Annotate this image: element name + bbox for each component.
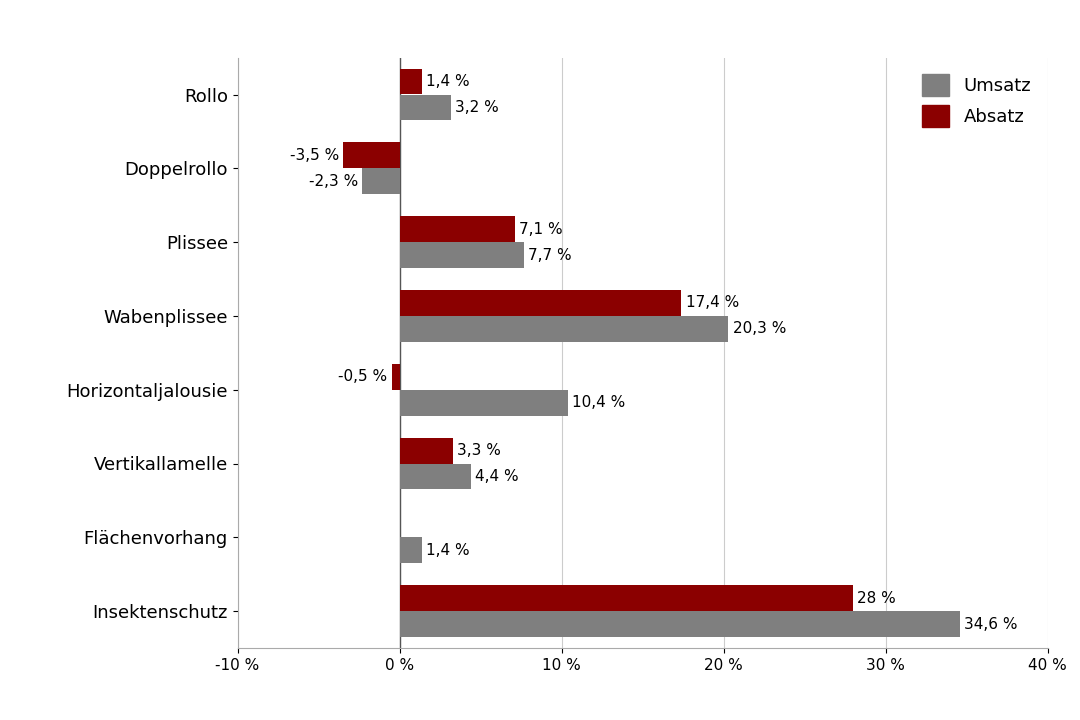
Bar	[400, 464, 471, 490]
Text: 7,7 %: 7,7 %	[528, 248, 572, 263]
Bar	[343, 143, 400, 168]
Text: 28 %: 28 %	[858, 590, 896, 606]
Text: -0,5 %: -0,5 %	[338, 369, 388, 384]
Bar	[400, 290, 681, 316]
Text: 3,2 %: 3,2 %	[456, 100, 499, 115]
Text: 1,4 %: 1,4 %	[427, 543, 470, 558]
Bar	[363, 168, 400, 194]
Text: 7,1 %: 7,1 %	[518, 222, 563, 237]
Bar	[400, 390, 568, 415]
Text: 4,4 %: 4,4 %	[475, 469, 518, 484]
Bar	[400, 316, 729, 342]
Text: 10,4 %: 10,4 %	[572, 395, 625, 410]
Bar	[400, 438, 454, 464]
Bar	[391, 364, 400, 390]
Bar	[400, 242, 525, 268]
Text: -3,5 %: -3,5 %	[289, 148, 339, 163]
Text: 17,4 %: 17,4 %	[686, 295, 739, 310]
Text: 34,6 %: 34,6 %	[964, 616, 1017, 631]
Bar	[400, 611, 960, 637]
Bar	[400, 216, 515, 242]
Text: 3,3 %: 3,3 %	[457, 443, 501, 458]
Bar	[400, 94, 451, 120]
Text: 1,4 %: 1,4 %	[427, 74, 470, 89]
Legend: Umsatz, Absatz: Umsatz, Absatz	[915, 67, 1039, 134]
Text: -2,3 %: -2,3 %	[309, 174, 359, 189]
Bar	[400, 585, 853, 611]
Bar	[400, 68, 422, 94]
Bar	[400, 537, 422, 563]
Text: 20,3 %: 20,3 %	[732, 321, 786, 336]
